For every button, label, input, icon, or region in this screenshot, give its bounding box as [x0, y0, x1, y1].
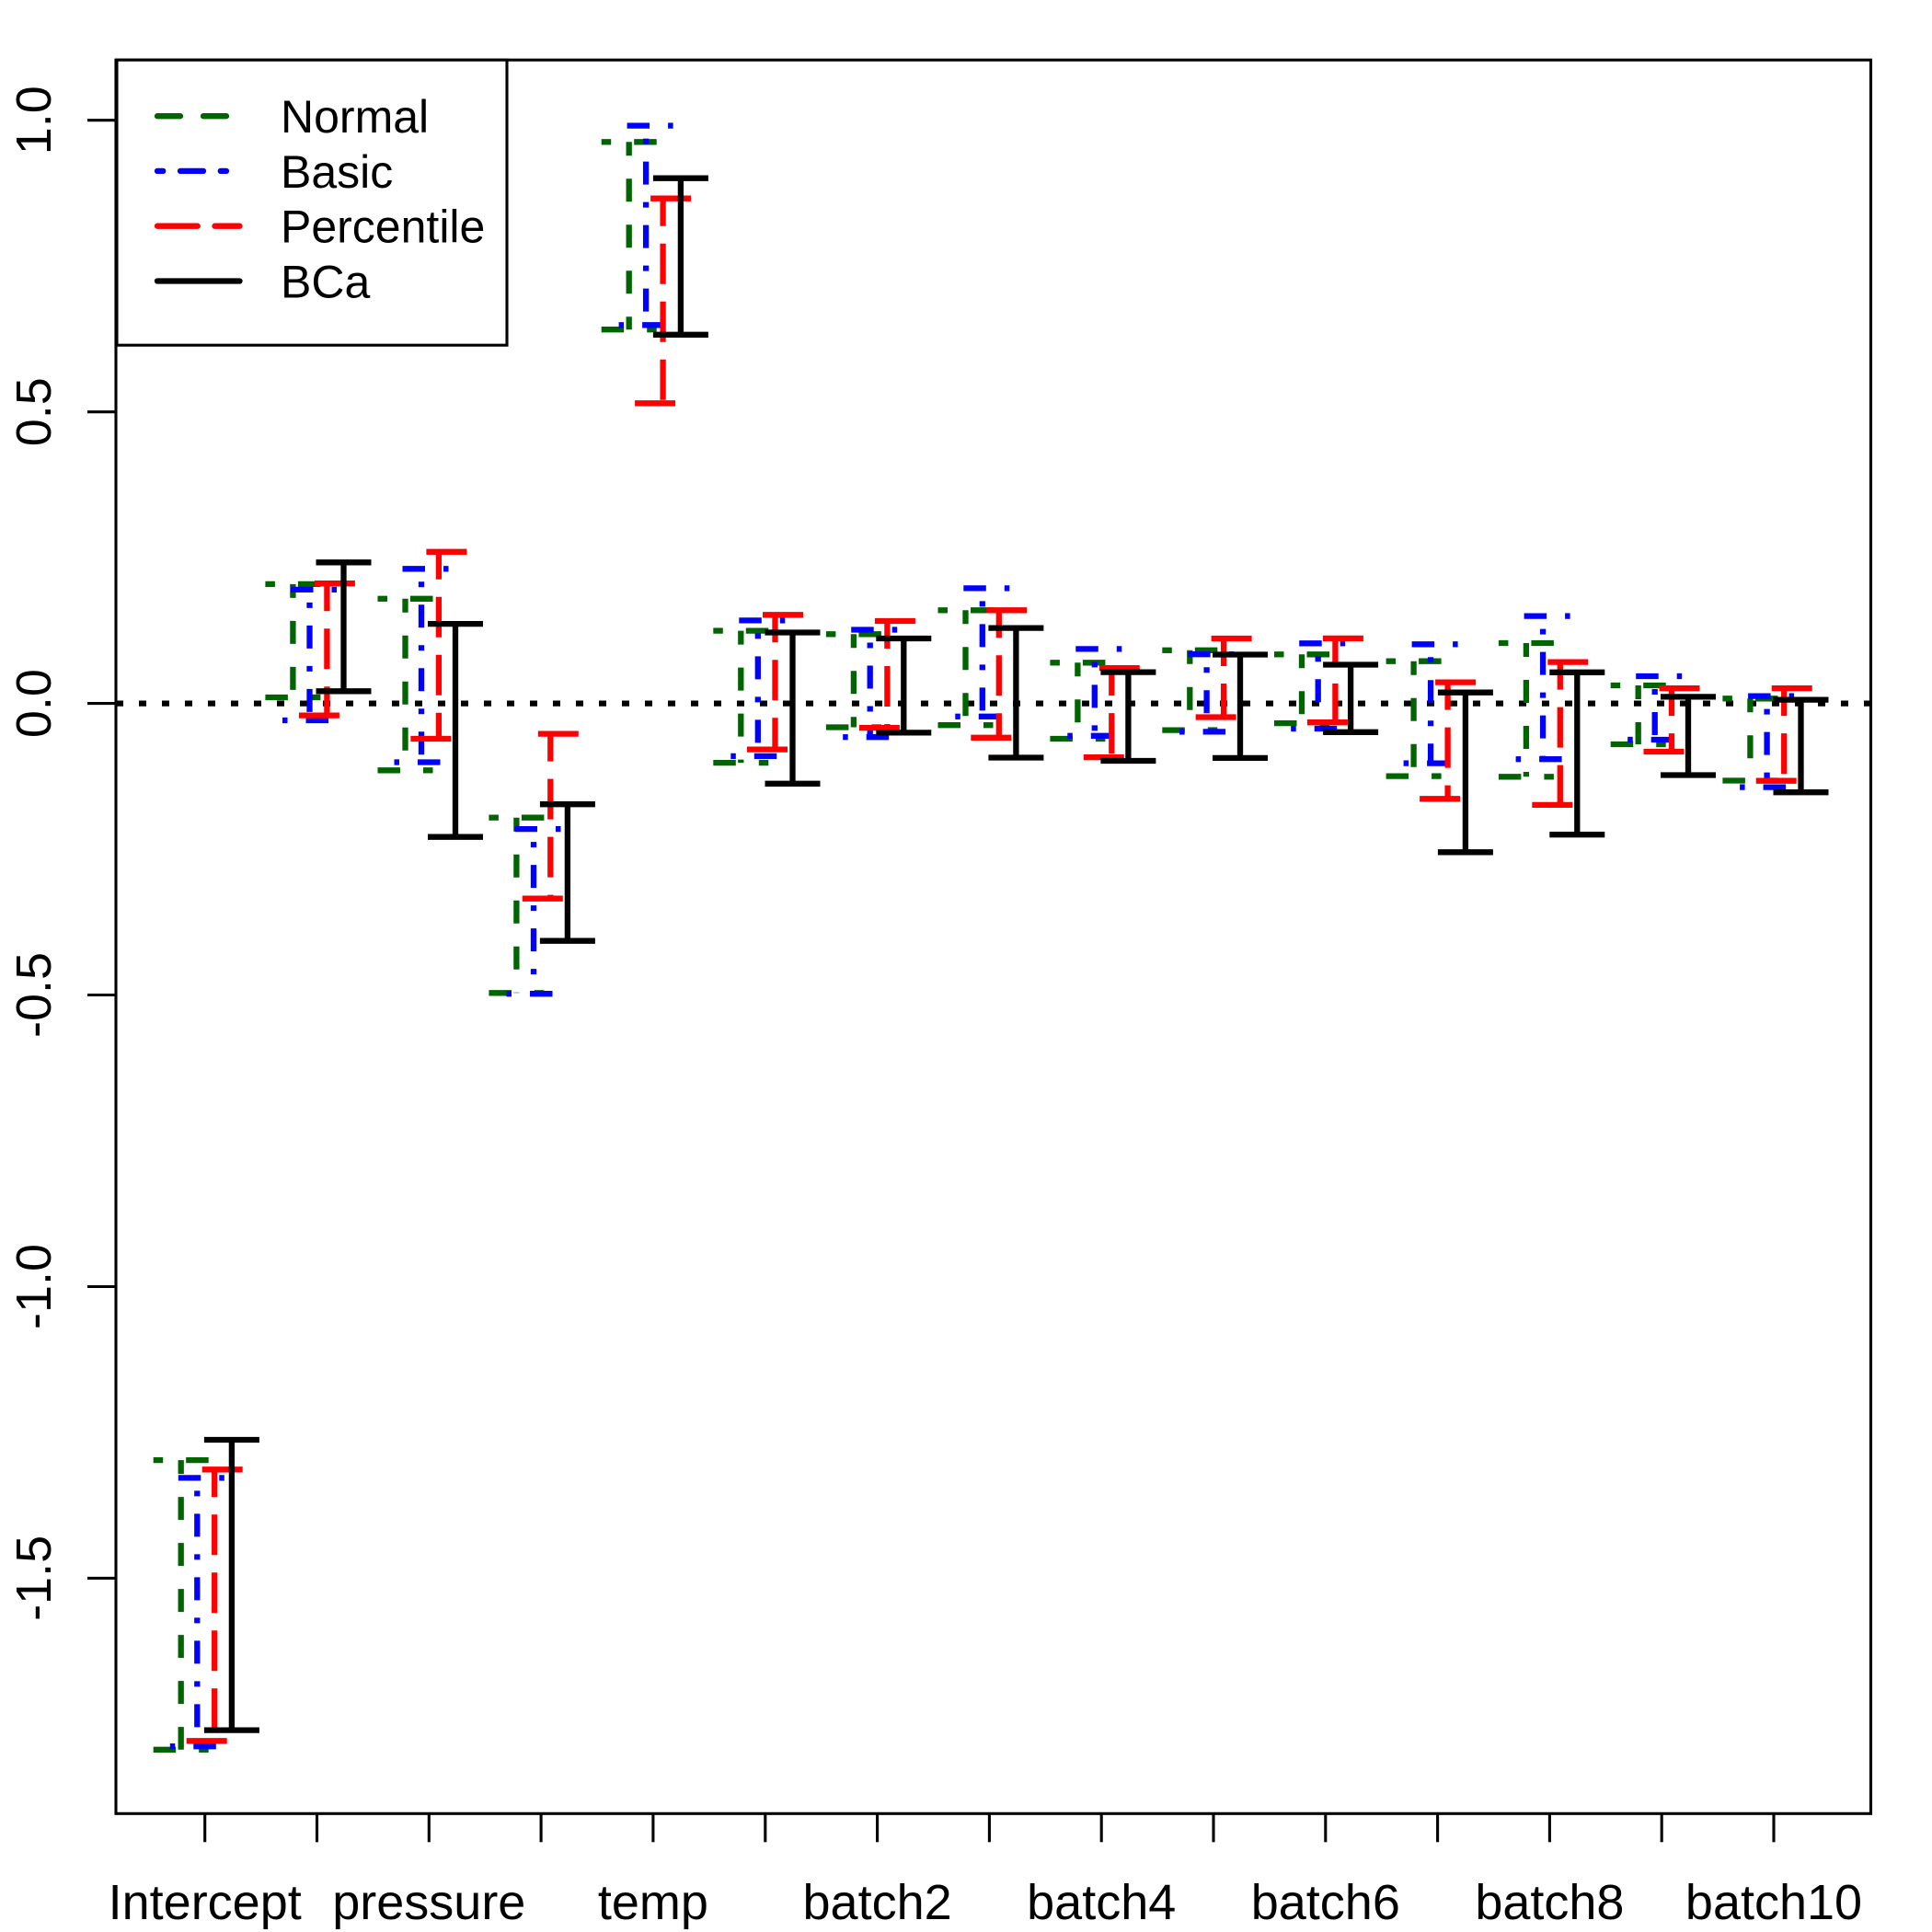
svg-text:0.0: 0.0 — [6, 669, 62, 738]
svg-text:1.0: 1.0 — [6, 86, 62, 155]
svg-text:Percentile: Percentile — [281, 201, 485, 253]
svg-text:-0.5: -0.5 — [6, 952, 62, 1038]
svg-text:Basic: Basic — [281, 146, 393, 198]
svg-text:batch8: batch8 — [1475, 1875, 1624, 1930]
svg-text:Normal: Normal — [281, 91, 429, 143]
svg-text:0.5: 0.5 — [6, 377, 62, 446]
svg-text:pressure: pressure — [332, 1875, 525, 1930]
svg-text:batch6: batch6 — [1251, 1875, 1400, 1930]
svg-text:Intercept: Intercept — [109, 1875, 302, 1930]
svg-text:-1.5: -1.5 — [6, 1535, 62, 1621]
svg-text:batch10: batch10 — [1685, 1875, 1862, 1930]
svg-text:batch2: batch2 — [803, 1875, 952, 1930]
svg-text:batch4: batch4 — [1027, 1875, 1176, 1930]
svg-text:BCa: BCa — [281, 256, 370, 307]
svg-text:temp: temp — [598, 1875, 708, 1930]
svg-text:-1.0: -1.0 — [6, 1244, 62, 1329]
